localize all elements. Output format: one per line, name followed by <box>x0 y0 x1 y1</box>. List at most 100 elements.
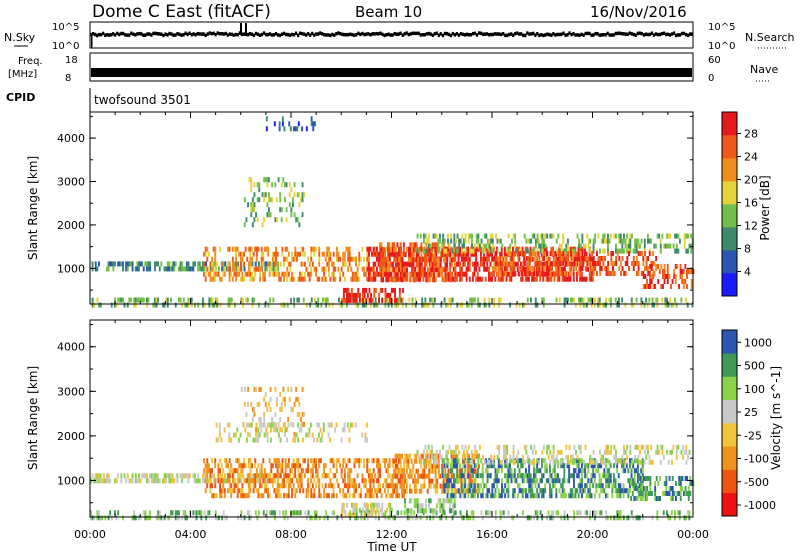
echo-cell <box>302 251 305 257</box>
echo-cell <box>266 212 269 218</box>
echo-cell <box>365 507 368 513</box>
echo-cell <box>443 473 446 479</box>
echo-cell <box>542 302 545 308</box>
echo-cell <box>566 478 569 484</box>
echo-cell <box>568 444 571 450</box>
echo-cell <box>616 458 619 464</box>
echo-cell <box>96 515 99 521</box>
echo-cell <box>581 493 583 499</box>
echo-cell <box>399 483 402 489</box>
echo-cell <box>117 297 120 303</box>
echo-cell <box>481 463 484 469</box>
echo-cell <box>272 266 275 272</box>
echo-cell <box>581 468 583 474</box>
nsky-sample <box>437 33 440 37</box>
echo-cell <box>303 276 306 282</box>
echo-cell <box>487 238 489 244</box>
echo-cell <box>187 478 190 484</box>
echo-cell <box>441 463 443 469</box>
echo-cell <box>607 238 609 244</box>
echo-cell <box>492 246 495 252</box>
echo-cell <box>597 463 599 469</box>
echo-cell <box>370 292 372 298</box>
echo-cell <box>442 277 445 283</box>
echo-cell <box>503 261 506 266</box>
echo-cell <box>541 493 543 499</box>
echo-cell <box>415 252 418 258</box>
echo-cell <box>509 468 511 474</box>
echo-cell <box>627 493 630 499</box>
echo-cell <box>236 458 239 464</box>
echo-cell <box>336 515 339 521</box>
echo-cell <box>331 271 333 277</box>
echo-cell <box>131 473 134 479</box>
echo-cell <box>435 233 438 239</box>
echo-cell <box>329 468 332 474</box>
echo-cell <box>401 257 404 263</box>
echo-cell <box>385 256 388 262</box>
echo-cell <box>243 251 245 257</box>
echo-cell <box>521 276 524 282</box>
echo-cell <box>420 473 423 479</box>
echo-cell <box>125 478 128 484</box>
echo-cell <box>318 493 321 499</box>
echo-cell <box>297 478 300 484</box>
echo-cell <box>674 297 676 303</box>
echo-cell <box>343 473 346 479</box>
echo-cell <box>678 510 681 516</box>
echo-cell <box>459 493 462 499</box>
echo-cell <box>579 297 582 303</box>
echo-cell <box>371 488 373 494</box>
echo-cell <box>217 468 220 474</box>
nsky-sample <box>283 31 286 36</box>
echo-cell <box>627 515 630 521</box>
echo-cell <box>683 233 686 239</box>
echo-cell <box>415 468 418 474</box>
nsky-sample <box>134 33 137 37</box>
echo-cell <box>291 493 293 499</box>
echo-cell <box>446 262 448 268</box>
nsky-sample <box>590 33 593 37</box>
echo-cell <box>496 468 499 474</box>
echo-cell <box>570 266 573 271</box>
echo-cell <box>202 302 204 308</box>
echo-cell <box>266 266 268 272</box>
echo-cell <box>415 458 418 464</box>
echo-cell <box>265 483 268 489</box>
nsky-sample <box>584 31 587 36</box>
echo-cell <box>327 422 330 428</box>
echo-cell <box>439 449 441 455</box>
echo-cell <box>525 248 528 254</box>
echo-cell <box>350 468 353 474</box>
echo-cell <box>534 483 537 489</box>
echo-cell <box>449 478 452 484</box>
echo-cell <box>605 493 607 499</box>
echo-cell <box>686 269 688 274</box>
echo-cell <box>302 488 305 494</box>
echo-cell <box>218 515 220 521</box>
echo-cell <box>234 432 237 438</box>
echo-cell <box>350 483 353 489</box>
echo-cell <box>482 248 485 254</box>
echo-cell <box>447 233 449 239</box>
echo-cell <box>675 248 678 254</box>
echo-cell <box>426 473 429 479</box>
echo-cell <box>568 266 571 271</box>
echo-cell <box>416 248 419 254</box>
echo-cell <box>522 266 525 271</box>
nsky-sample <box>473 31 477 36</box>
echo-cell <box>578 238 581 244</box>
echo-cell <box>609 473 612 479</box>
echo-cell <box>378 292 380 298</box>
echo-cell <box>263 411 266 417</box>
echo-cell <box>491 238 494 244</box>
echo-cell <box>276 427 279 433</box>
echo-cell <box>243 222 246 228</box>
echo-cell <box>292 473 295 479</box>
echo-cell <box>640 488 643 494</box>
echo-cell <box>152 473 155 479</box>
echo-cell <box>413 488 416 494</box>
echo-cell <box>122 297 124 303</box>
echo-cell <box>281 468 284 474</box>
echo-cell <box>420 261 423 267</box>
